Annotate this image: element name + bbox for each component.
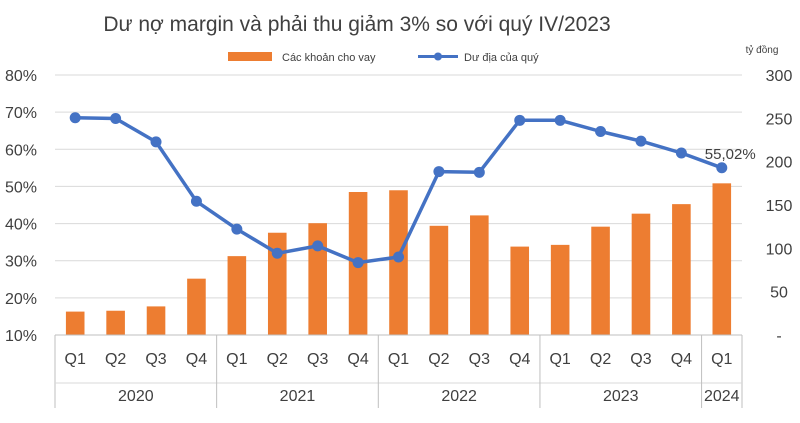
year-label: 2021 bbox=[280, 388, 316, 405]
quarter-label: Q3 bbox=[630, 351, 651, 368]
right-tick-label: - bbox=[776, 328, 781, 345]
bar-series bbox=[65, 183, 732, 335]
chart-title: Dư nợ margin và phải thu giảm 3% so với … bbox=[103, 13, 610, 36]
legend-line-label: Dư địa của quý bbox=[464, 52, 539, 64]
quarter-label: Q4 bbox=[671, 351, 692, 368]
bar bbox=[429, 225, 449, 335]
category-axis: Q1 Q2 Q3 Q4 Q1 Q2 Q3 Q4 Q1 Q2 Q3 Q4 Q1 Q2 Q3 Q4 Q1 2020 20… bbox=[54, 334, 743, 408]
line-point bbox=[190, 195, 202, 207]
line-point bbox=[433, 166, 445, 178]
bar bbox=[106, 310, 125, 335]
line-point bbox=[514, 114, 526, 126]
left-tick-label: 30% bbox=[5, 254, 37, 271]
bar bbox=[631, 213, 651, 335]
year-label: 2022 bbox=[441, 388, 477, 405]
year-label: 2023 bbox=[603, 388, 639, 405]
quarter-label: Q4 bbox=[347, 351, 368, 368]
bar bbox=[510, 246, 530, 335]
bar bbox=[550, 244, 570, 335]
right-axis: - 50 100 150 200 250 300 bbox=[766, 68, 793, 345]
quarter-label: Q1 bbox=[549, 351, 570, 368]
right-axis-unit: tỷ đồng bbox=[746, 44, 779, 56]
left-tick-label: 70% bbox=[5, 105, 37, 122]
bar bbox=[591, 226, 610, 335]
quarter-label: Q1 bbox=[226, 351, 247, 368]
right-tick-label: 250 bbox=[766, 111, 793, 128]
legend-bar-swatch bbox=[228, 52, 272, 61]
bar bbox=[267, 232, 287, 335]
left-tick-label: 60% bbox=[5, 142, 37, 159]
legend: Các khoản cho vay Dư địa của quý bbox=[228, 52, 539, 64]
quarter-label: Q2 bbox=[590, 351, 611, 368]
quarter-label: Q4 bbox=[186, 351, 207, 368]
left-tick-label: 20% bbox=[5, 291, 37, 308]
bar bbox=[308, 223, 327, 335]
line-point bbox=[595, 125, 607, 137]
line-point bbox=[312, 240, 324, 252]
quarter-label: Q4 bbox=[509, 351, 530, 368]
line-point bbox=[635, 135, 647, 147]
legend-line-marker bbox=[434, 52, 442, 61]
left-tick-label: 40% bbox=[5, 217, 37, 234]
right-tick-label: 100 bbox=[766, 241, 793, 258]
year-label: 2024 bbox=[704, 388, 740, 405]
right-tick-label: 150 bbox=[766, 198, 793, 215]
left-axis: 10% 20% 30% 40% 50% 60% 70% 80% bbox=[5, 68, 37, 345]
line-point bbox=[554, 114, 566, 126]
quarter-label: Q2 bbox=[428, 351, 449, 368]
line-point bbox=[150, 136, 162, 148]
year-label: 2020 bbox=[118, 388, 154, 405]
line-point bbox=[675, 147, 687, 159]
quarter-label: Q1 bbox=[711, 351, 732, 368]
quarter-label: Q2 bbox=[267, 351, 288, 368]
bar bbox=[187, 278, 206, 335]
right-tick-label: 300 bbox=[766, 68, 793, 85]
legend-bar-label: Các khoản cho vay bbox=[282, 52, 376, 64]
line-point bbox=[69, 112, 81, 124]
bar bbox=[672, 204, 691, 335]
bar bbox=[227, 256, 247, 335]
left-tick-label: 10% bbox=[5, 328, 37, 345]
left-tick-label: 80% bbox=[5, 68, 37, 85]
bar bbox=[470, 215, 489, 335]
quarter-label: Q1 bbox=[388, 351, 409, 368]
bar bbox=[389, 190, 408, 335]
quarter-label: Q3 bbox=[307, 351, 328, 368]
right-tick-label: 200 bbox=[766, 155, 793, 172]
line-point bbox=[110, 112, 122, 124]
quarter-label: Q2 bbox=[105, 351, 126, 368]
bar bbox=[146, 306, 166, 335]
bar bbox=[65, 311, 85, 335]
line-series bbox=[69, 112, 728, 269]
last-point-annotation: 55,02% bbox=[705, 146, 756, 163]
right-tick-label: 50 bbox=[770, 285, 788, 302]
line-point bbox=[473, 166, 485, 178]
line-point bbox=[716, 162, 728, 174]
line-point bbox=[352, 257, 364, 269]
bar bbox=[712, 183, 732, 335]
quarter-label: Q3 bbox=[145, 351, 166, 368]
left-tick-label: 50% bbox=[5, 179, 37, 196]
quarter-label: Q1 bbox=[65, 351, 86, 368]
line-point bbox=[393, 251, 404, 263]
quarter-label: Q3 bbox=[469, 351, 490, 368]
line-point bbox=[231, 223, 243, 235]
line-point bbox=[271, 247, 283, 259]
